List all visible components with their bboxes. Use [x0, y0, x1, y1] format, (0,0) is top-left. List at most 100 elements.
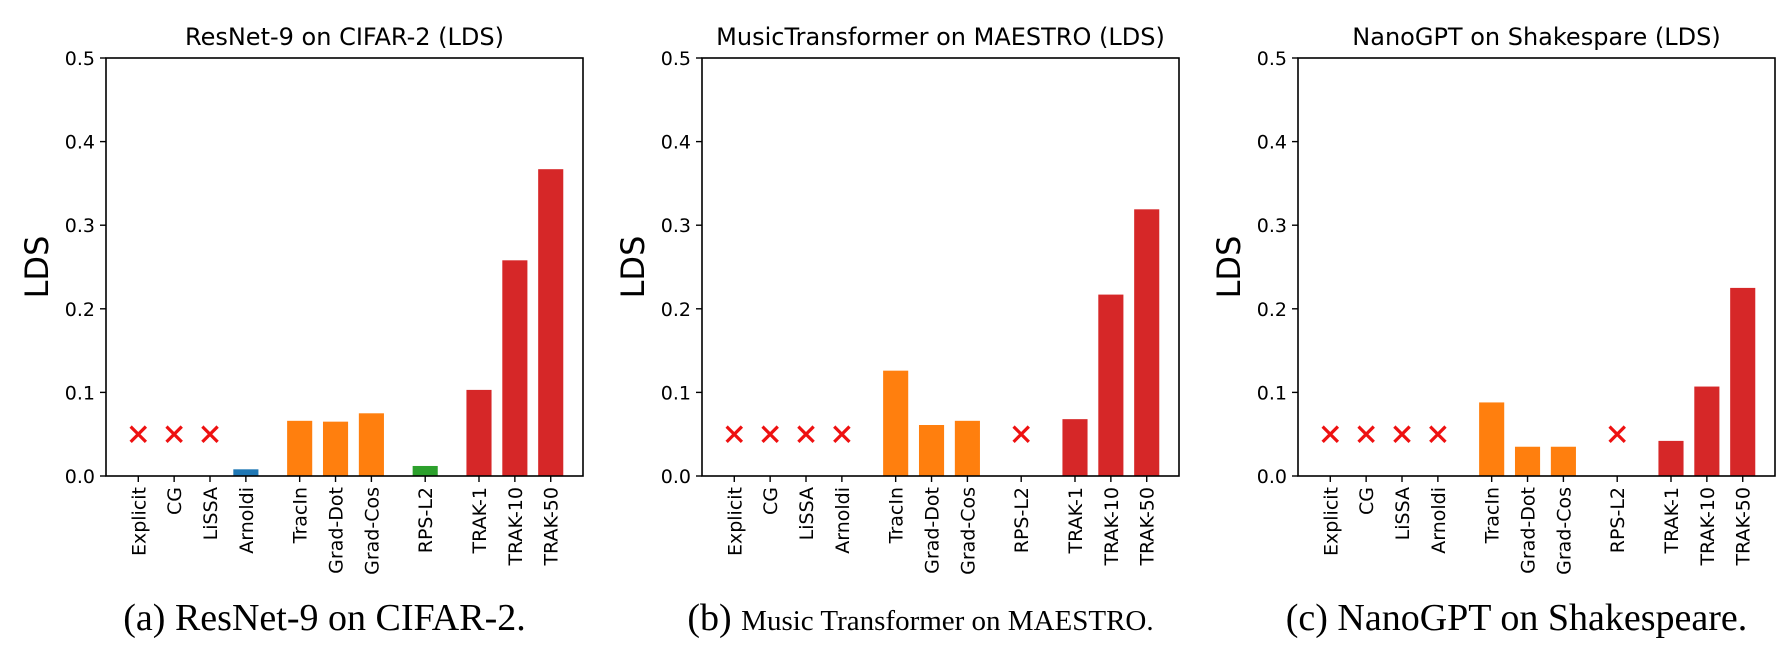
not-applicable-marker: [833, 425, 851, 443]
marker-stroke: [1357, 425, 1375, 443]
bar-grad-cos: [954, 420, 980, 476]
marker-stroke: [797, 425, 815, 443]
x-tick-label: TRAK-1: [1661, 487, 1683, 554]
not-applicable-marker: [1357, 425, 1375, 443]
marker-stroke: [833, 425, 851, 443]
caption-label: (c): [1286, 597, 1338, 639]
bar-trak-10: [1098, 294, 1124, 476]
y-tick-label: 0.0: [65, 466, 95, 488]
x-tick-label: Grad-Cos: [1553, 487, 1575, 575]
bar-arnoldi: [233, 469, 259, 476]
x-tick-label: TracIn: [290, 487, 312, 544]
not-applicable-marker: [201, 425, 219, 443]
y-tick-label: 0.3: [661, 215, 691, 237]
marker-stroke: [761, 425, 779, 443]
y-tick-label: 0.1: [661, 382, 691, 404]
bar-grad-dot: [322, 421, 349, 476]
bar-trak-10: [1694, 386, 1720, 476]
not-applicable-marker: [165, 425, 183, 443]
x-tick-label: TRAK-1: [1065, 487, 1087, 554]
bar-trak-1: [1062, 419, 1088, 476]
bar-trak-10: [502, 260, 528, 476]
y-tick-label: 0.2: [65, 299, 95, 321]
bar-tracin: [1479, 402, 1505, 476]
chart-title: ResNet-9 on CIFAR-2 (LDS): [185, 23, 504, 51]
x-tick-label: LiSSA: [200, 487, 222, 540]
not-applicable-marker: [129, 425, 148, 443]
y-tick-label: 0.0: [1257, 466, 1287, 488]
bar-trak-1: [466, 389, 492, 476]
caption: (a) ResNet-9 on CIFAR-2.: [123, 597, 525, 639]
caption-text: NanoGPT on Shakespeare.: [1337, 597, 1747, 639]
not-applicable-marker: [1393, 425, 1411, 443]
plot-frame: [1297, 57, 1776, 477]
chart-title: NanoGPT on Shakespare (LDS): [1352, 23, 1720, 51]
x-tick-label: TRAK-10: [505, 487, 527, 567]
caption-text: Music Transformer on MAESTRO.: [741, 605, 1153, 637]
x-tick-label: CG: [760, 487, 782, 515]
marker-stroke: [1321, 425, 1340, 443]
bar-tracin: [883, 370, 909, 476]
not-applicable-marker: [1321, 425, 1340, 443]
y-axis-label: LDS: [1210, 236, 1248, 299]
caption: (b) Music Transformer on MAESTRO.: [687, 597, 1153, 639]
x-tick-label: TracIn: [1482, 487, 1504, 544]
y-tick-label: 0.2: [1257, 299, 1287, 321]
not-applicable-marker: [725, 425, 744, 443]
bar-tracin: [287, 420, 313, 476]
x-tick-label: Arnoldi: [832, 487, 854, 554]
bar-grad-dot: [918, 425, 945, 476]
y-tick-label: 0.1: [65, 382, 95, 404]
caption: (c) NanoGPT on Shakespeare.: [1286, 597, 1748, 639]
plot-frame: [701, 57, 1180, 477]
y-tick-label: 0.5: [661, 48, 691, 70]
not-applicable-marker: [1012, 425, 1030, 443]
bar-trak-50: [1134, 209, 1160, 477]
chart-panel-0: ResNet-9 on CIFAR-2 (LDS) LDS 0.0 0.1 0.2 0.3…: [18, 23, 584, 639]
x-tick-label: Grad-Dot: [326, 487, 348, 574]
x-tick-label: TRAK-10: [1697, 487, 1719, 567]
y-tick-label: 0.0: [661, 466, 691, 488]
x-tick-label: Grad-Dot: [922, 487, 944, 574]
not-applicable-marker: [1608, 425, 1626, 443]
chart-panel-1: MusicTransformer on MAESTRO (LDS) LDS 0.0 0…: [614, 23, 1180, 639]
x-tick-label: RPS-L2: [1607, 487, 1629, 553]
y-axis-label: LDS: [614, 236, 652, 299]
x-tick-label: TRAK-50: [1733, 487, 1755, 567]
marker-stroke: [129, 425, 148, 443]
chart-title: MusicTransformer on MAESTRO (LDS): [716, 23, 1165, 51]
bar-rps-l2: [412, 465, 438, 476]
x-tick-label: LiSSA: [1392, 487, 1414, 540]
y-tick-label: 0.5: [65, 48, 95, 70]
caption-label: (b): [687, 597, 741, 639]
x-tick-label: Arnoldi: [1428, 487, 1450, 554]
not-applicable-marker: [761, 425, 779, 443]
y-tick-label: 0.4: [661, 132, 691, 154]
y-tick-label: 0.3: [1257, 215, 1287, 237]
bar-trak-50: [1730, 287, 1756, 476]
y-axis-label: LDS: [18, 236, 56, 299]
not-applicable-marker: [1429, 425, 1447, 443]
x-tick-label: CG: [164, 487, 186, 515]
x-tick-label: RPS-L2: [415, 487, 437, 553]
y-tick-label: 0.5: [1257, 48, 1287, 70]
marker-stroke: [1393, 425, 1411, 443]
x-tick-label: TRAK-50: [1137, 487, 1159, 567]
x-tick-label: Explicit: [724, 487, 746, 556]
x-tick-label: Explicit: [128, 487, 150, 556]
bar-grad-cos: [358, 413, 384, 476]
marker-stroke: [1012, 425, 1030, 443]
x-tick-label: Grad-Dot: [1518, 487, 1540, 574]
chart-panel-2: NanoGPT on Shakespare (LDS) LDS 0.0 0.1 0.2 0…: [1210, 23, 1776, 639]
y-tick-label: 0.2: [661, 299, 691, 321]
x-tick-label: TracIn: [886, 487, 908, 544]
y-tick-label: 0.4: [1257, 132, 1287, 154]
x-tick-label: TRAK-50: [541, 487, 563, 567]
marker-stroke: [1429, 425, 1447, 443]
bar-trak-50: [538, 169, 564, 477]
x-tick-label: CG: [1356, 487, 1378, 515]
marker-stroke: [1608, 425, 1626, 443]
x-tick-label: Explicit: [1320, 487, 1342, 556]
x-tick-label: Arnoldi: [236, 487, 258, 554]
